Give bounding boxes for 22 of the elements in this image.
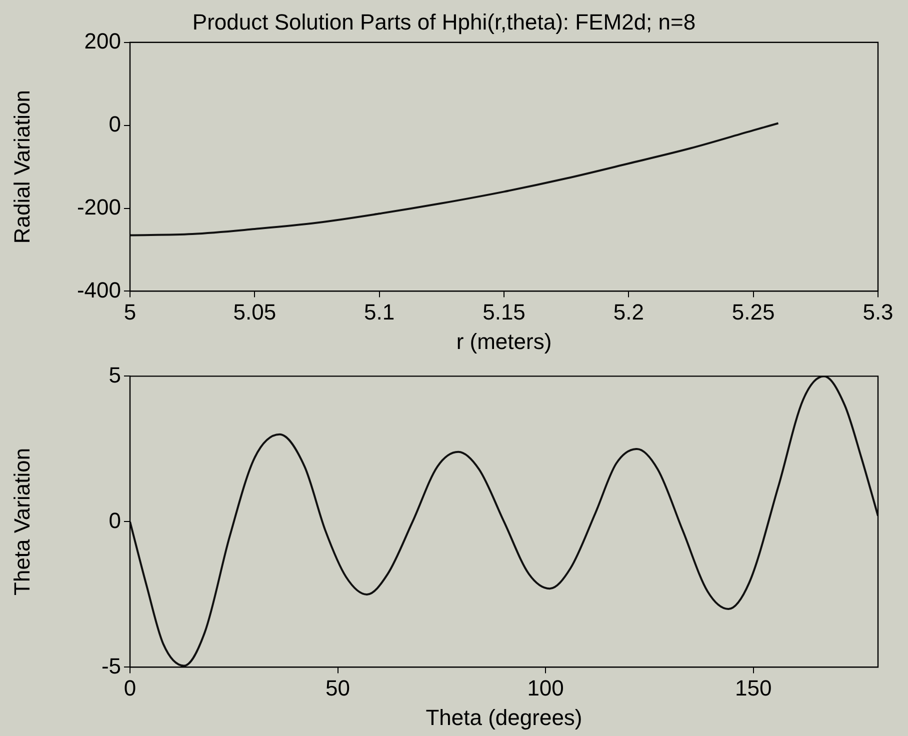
- x-tick-label: 5.2: [613, 299, 644, 324]
- y-tick-label: 200: [84, 28, 121, 54]
- y-tick-label: -5: [101, 653, 121, 678]
- x-tick-label: 5.25: [732, 299, 775, 324]
- y-tick-label: -400: [76, 277, 121, 302]
- x-tick-label: 150: [734, 675, 772, 700]
- y-tick-label: -200: [76, 194, 121, 220]
- line-series: [130, 122, 780, 236]
- x-tick-label: 100: [527, 675, 564, 700]
- chart-title: Product Solution Parts of Hphi(r,theta): FEM2d; n=8: [192, 9, 696, 34]
- y-tick-label: 0: [108, 508, 121, 533]
- y-axis-title: Theta Variation: [9, 448, 34, 596]
- x-tick-label: 5.15: [482, 299, 526, 324]
- x-tick-label: 5.05: [233, 299, 276, 324]
- y-tick-label: 0: [108, 111, 121, 136]
- x-tick-label: 50: [326, 675, 350, 700]
- y-axis-title: Radial Variation: [9, 90, 34, 244]
- x-axis-title: r (meters): [456, 328, 552, 354]
- y-tick-label: 5: [108, 362, 121, 388]
- x-axis-title: Theta (degrees): [426, 704, 582, 730]
- x-tick-label: 5.3: [862, 299, 894, 324]
- x-tick-label: 5.1: [364, 299, 395, 324]
